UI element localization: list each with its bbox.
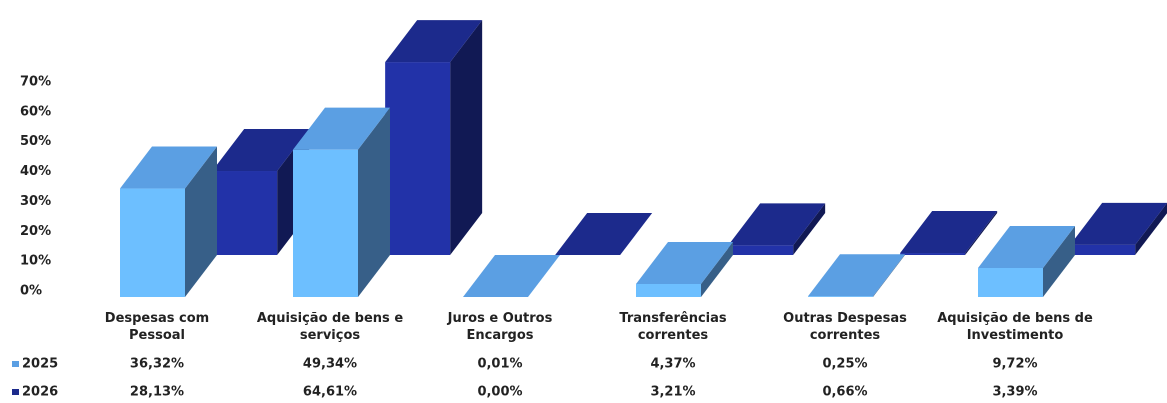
bar-front: [978, 267, 1043, 297]
bar-top: [728, 203, 826, 246]
value-label: 0,25%: [822, 357, 867, 372]
bar-front: [293, 149, 358, 297]
value-label: 49,34%: [303, 357, 357, 372]
value-label: 3,39%: [992, 385, 1037, 400]
bar-top: [808, 254, 905, 297]
bar-front: [728, 245, 794, 255]
legend-swatch: [12, 389, 19, 395]
bar-side: [358, 107, 390, 297]
bar-top: [293, 107, 390, 150]
y-tick-label: 0%: [20, 284, 42, 299]
bar-top: [120, 146, 217, 189]
bar-side: [450, 20, 483, 255]
value-label: 3,21%: [650, 385, 695, 400]
bar-front: [1070, 244, 1136, 255]
bar-side: [701, 241, 733, 297]
x-tick-label: Aquisição de bens de Investimento: [937, 311, 1093, 343]
y-tick-label: 70%: [20, 75, 51, 90]
legend-label: 2025: [22, 357, 58, 372]
value-label: 64,61%: [303, 385, 357, 400]
x-tick-label: Despesas com Pessoal: [104, 311, 210, 343]
bar-top: [900, 211, 998, 254]
bar-side: [528, 254, 560, 297]
bar-top: [463, 254, 560, 297]
x-tick-label: Transferências correntes: [619, 311, 727, 343]
bar-front: [636, 283, 701, 297]
y-tick-label: 40%: [20, 164, 51, 179]
y-tick-label: 20%: [20, 224, 51, 239]
bar-top: [978, 225, 1075, 268]
bar-side: [185, 146, 217, 297]
x-tick-label: Outras Despesas correntes: [783, 311, 907, 343]
legend-label: 2026: [22, 385, 58, 400]
bar-front: [900, 253, 966, 255]
bar-top: [212, 129, 310, 172]
bar-front: [385, 62, 451, 255]
value-label: 0,66%: [822, 385, 867, 400]
value-label: 9,72%: [992, 357, 1037, 372]
bar-side: [1043, 225, 1075, 297]
x-tick-label: Juros e Outros Encargos: [447, 311, 553, 343]
legend-swatch: [12, 361, 19, 367]
bar-side: [965, 211, 998, 255]
bar-top: [555, 213, 653, 255]
bar-side: [1135, 203, 1167, 255]
x-tick-label: Aquisição de bens e serviços: [256, 311, 404, 343]
bar-side: [873, 254, 905, 297]
y-tick-label: 30%: [20, 194, 51, 209]
bar-front: [120, 188, 185, 297]
bar-side: [793, 203, 826, 255]
value-label: 4,37%: [650, 357, 695, 372]
bar-front: [212, 171, 278, 255]
bar-top: [636, 241, 733, 284]
value-label: 0,00%: [477, 385, 522, 400]
bar-top: [385, 20, 483, 63]
bar-top: [1070, 202, 1167, 245]
y-tick-label: 50%: [20, 134, 51, 149]
y-tick-label: 60%: [20, 104, 51, 119]
value-label: 36,32%: [130, 357, 184, 372]
y-tick-label: 10%: [20, 254, 51, 269]
value-label: 0,01%: [477, 357, 522, 372]
bar-front: [808, 296, 873, 297]
value-label: 28,13%: [130, 385, 184, 400]
